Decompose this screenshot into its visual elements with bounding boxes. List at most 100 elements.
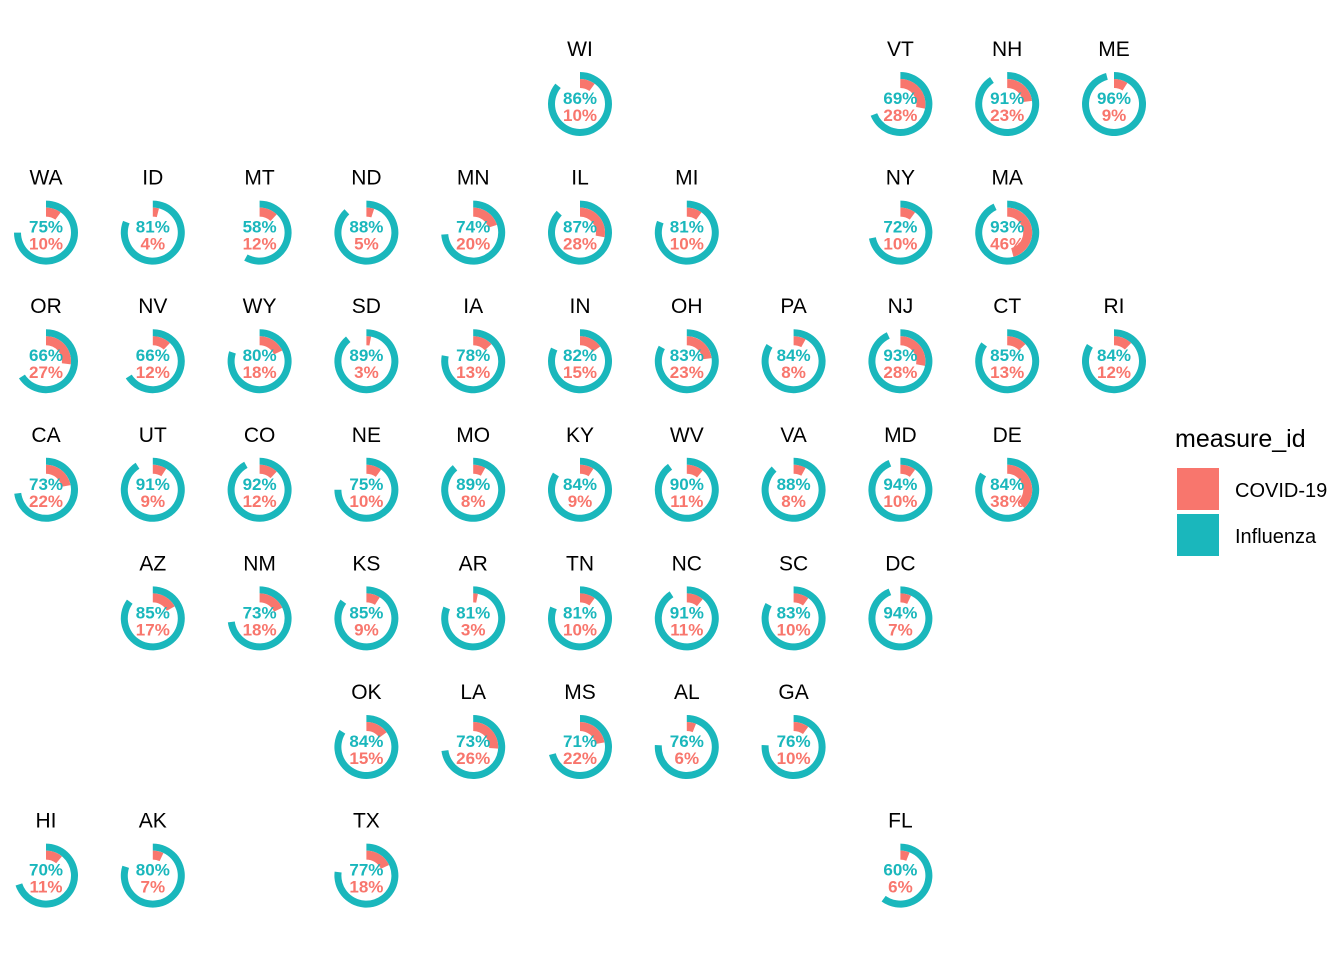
state-label: NV	[138, 295, 167, 318]
state-label: WI	[567, 38, 593, 61]
state-tile-ga: GA 76%10%	[761, 681, 826, 780]
covid-arc	[900, 336, 926, 366]
covid-arc	[366, 464, 382, 477]
covid-arc	[580, 722, 605, 744]
state-label: NM	[243, 552, 276, 575]
influenza-value: 76%	[777, 732, 811, 751]
covid-arc	[259, 464, 277, 479]
influenza-value: 73%	[243, 603, 277, 622]
covid-arc	[473, 593, 478, 603]
influenza-value: 93%	[883, 346, 917, 365]
influenza-value: 83%	[670, 346, 704, 365]
covid-value: 10%	[349, 492, 383, 511]
state-label: NE	[352, 424, 381, 447]
state-tile-ne: NE 75%10%	[334, 424, 399, 522]
state-label: AZ	[139, 552, 166, 575]
state-tile-sc: SC 83%10%	[761, 552, 826, 651]
covid-arc	[1007, 207, 1033, 257]
covid-value: 11%	[670, 492, 703, 511]
state-tile-nv: NV 66%12%	[125, 295, 185, 394]
state-label: NC	[672, 552, 702, 575]
state-label: SC	[779, 552, 808, 575]
influenza-value: 91%	[136, 475, 170, 494]
influenza-value: 81%	[136, 218, 170, 237]
covid-value: 11%	[670, 620, 703, 639]
influenza-value: 84%	[1097, 346, 1131, 365]
state-label: ID	[142, 167, 163, 190]
state-label: CO	[244, 424, 276, 447]
covid-value: 10%	[777, 620, 811, 639]
covid-value: 26%	[456, 749, 490, 768]
state-label: WA	[29, 167, 62, 190]
influenza-value: 86%	[563, 89, 597, 108]
state-label: DC	[885, 552, 915, 575]
state-label: MS	[564, 681, 596, 704]
covid-value: 15%	[349, 749, 383, 768]
state-label: KY	[566, 424, 594, 447]
covid-arc	[152, 593, 175, 611]
state-label: SD	[352, 295, 381, 318]
influenza-value: 84%	[990, 475, 1024, 494]
influenza-value: 94%	[883, 475, 917, 494]
covid-value: 3%	[354, 363, 379, 382]
covid-arc	[152, 464, 167, 477]
influenza-arc	[881, 843, 933, 908]
state-tile-mt: MT 58%12%	[243, 167, 292, 265]
state-tile-wa: WA 75%10%	[14, 167, 78, 265]
covid-arc	[259, 593, 283, 612]
state-label: GA	[778, 681, 808, 704]
covid-arc	[152, 336, 170, 350]
influenza-value: 93%	[990, 218, 1024, 237]
influenza-value: 73%	[29, 475, 63, 494]
influenza-value: 73%	[456, 732, 490, 751]
covid-arc	[793, 593, 809, 606]
covid-value: 28%	[883, 106, 917, 125]
state-tile-fl: FL 60%6%	[881, 810, 933, 908]
covid-arc	[1114, 79, 1128, 91]
legend-swatch-influenza	[1177, 514, 1219, 556]
covid-arc	[900, 593, 912, 604]
covid-value: 9%	[568, 492, 593, 511]
influenza-value: 60%	[883, 861, 917, 880]
covid-arc	[1007, 464, 1033, 509]
covid-value: 22%	[29, 492, 63, 511]
state-tile-ia: IA 78%13%	[441, 295, 506, 394]
state-label: MI	[675, 167, 698, 190]
covid-arc	[686, 722, 696, 733]
state-tile-pa: PA 84%8%	[761, 295, 826, 394]
covid-value: 15%	[563, 363, 597, 382]
state-tile-al: AL 76%6%	[654, 681, 719, 779]
state-label: OH	[671, 295, 703, 318]
influenza-value: 85%	[136, 603, 170, 622]
legend-swatch-covid	[1177, 468, 1219, 510]
covid-value: 8%	[781, 492, 806, 511]
covid-arc	[366, 722, 387, 738]
covid-value: 7%	[141, 878, 166, 897]
covid-value: 28%	[563, 235, 597, 254]
state-label: HI	[36, 810, 57, 833]
covid-arc	[686, 207, 702, 220]
influenza-value: 81%	[456, 603, 490, 622]
state-label: OK	[351, 681, 381, 704]
covid-value: 10%	[563, 620, 597, 639]
influenza-value: 75%	[29, 218, 63, 237]
influenza-value: 80%	[243, 346, 277, 365]
state-tile-mi: MI 81%10%	[654, 167, 719, 265]
covid-value: 18%	[243, 363, 277, 382]
covid-arc	[473, 336, 492, 351]
state-label: NY	[886, 167, 915, 190]
covid-value: 8%	[461, 492, 486, 511]
covid-value: 6%	[675, 749, 700, 768]
covid-arc	[580, 336, 601, 352]
state-label: KS	[352, 552, 380, 575]
covid-arc	[686, 336, 712, 360]
state-label: MO	[456, 424, 490, 447]
state-label: WY	[243, 295, 277, 318]
influenza-value: 91%	[990, 89, 1024, 108]
covid-arc	[473, 722, 499, 749]
legend: measure_id COVID-19 Influenza	[1175, 425, 1327, 556]
influenza-value: 84%	[777, 346, 811, 365]
state-tile-az: AZ 85%17%	[120, 552, 185, 651]
state-tile-in: IN 82%15%	[548, 295, 613, 394]
covid-arc	[152, 207, 160, 218]
